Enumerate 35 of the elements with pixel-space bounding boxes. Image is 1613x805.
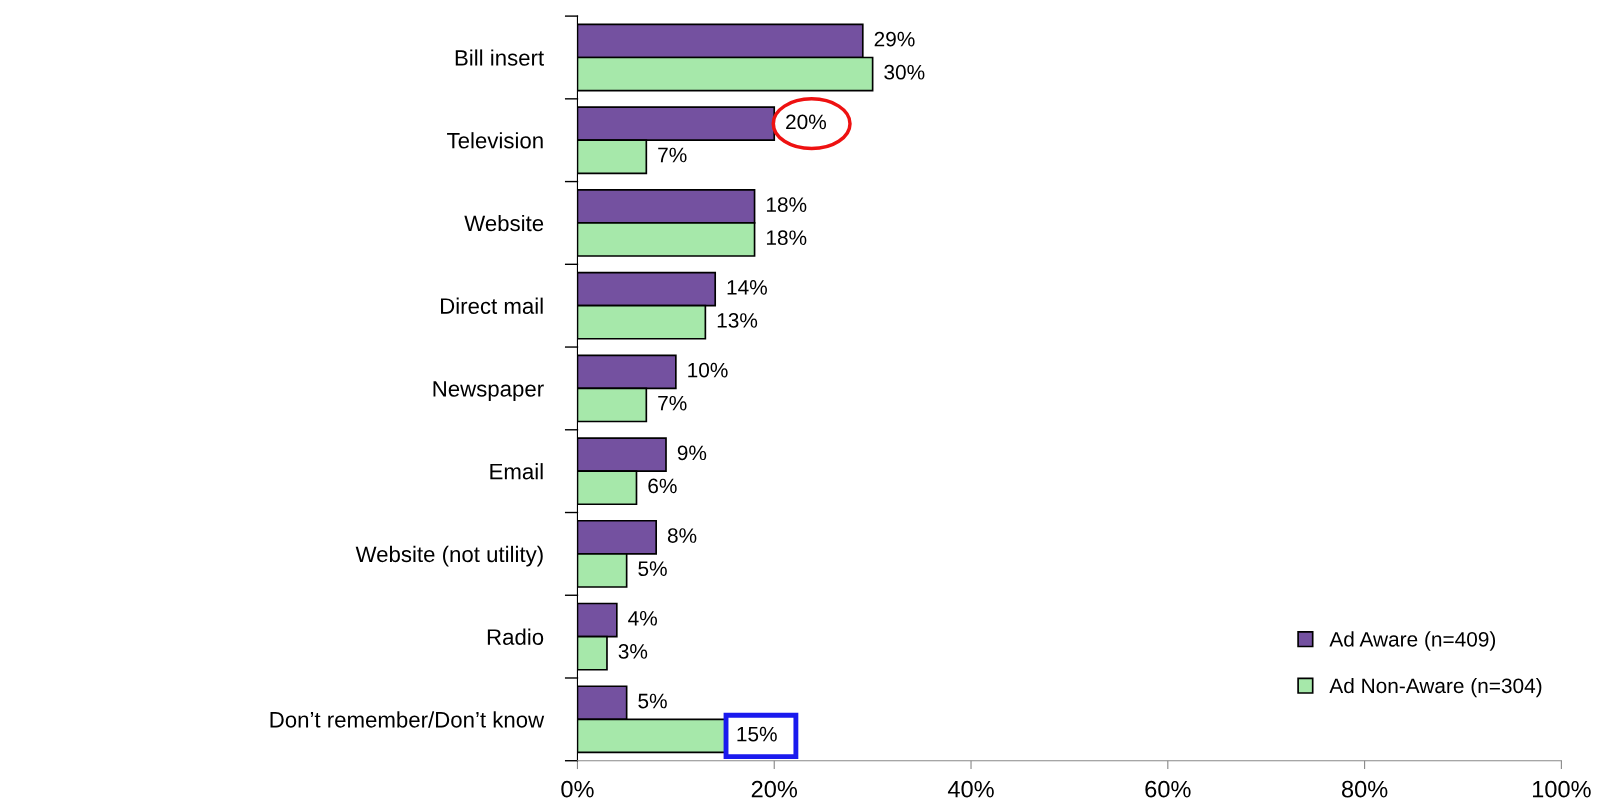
y-tick-label: Bill insert: [455, 49, 544, 66]
y-tick-label: Newspaper: [433, 381, 544, 402]
data-label: 3%: [618, 644, 648, 659]
legend-label: Ad Non-Aware (n=304): [1329, 677, 1542, 698]
x-tick-label: 40%: [947, 780, 994, 798]
y-tick-label: Website: [464, 214, 544, 232]
x-tick-label: 80%: [1342, 780, 1388, 798]
x-tick-label: 100%: [1532, 780, 1591, 798]
y-tick-label: Email: [490, 463, 543, 480]
legend-label: Ad Aware (n=409): [1329, 631, 1496, 651]
data-label: 7%: [658, 395, 687, 411]
data-label: 29%: [874, 31, 915, 47]
data-label: 5%: [638, 561, 667, 577]
data-label: 15%: [737, 726, 777, 742]
data-label: 10%: [688, 362, 728, 378]
data-label: 30%: [884, 64, 925, 80]
data-label: 14%: [727, 280, 767, 295]
y-tick-label: Don’t remember/Don’t know: [270, 711, 545, 728]
data-label: 18%: [766, 230, 807, 246]
y-tick-label: Television: [447, 132, 543, 149]
x-tick-label: 60%: [1145, 780, 1191, 798]
data-label: 7%: [658, 147, 687, 163]
x-tick-label: 20%: [751, 780, 798, 798]
data-label: 18%: [766, 197, 807, 212]
data-label: 5%: [638, 693, 667, 709]
data-label: 13%: [717, 313, 758, 328]
data-label: 8%: [667, 528, 697, 543]
y-tick-label: Website (not utility): [355, 545, 543, 567]
data-label: 6%: [648, 478, 677, 494]
data-label: 4%: [628, 611, 657, 626]
y-tick-label: Radio: [487, 628, 544, 645]
x-tick-label: 0%: [561, 780, 594, 798]
y-tick-label: Direct mail: [441, 297, 543, 314]
data-label: 20%: [786, 114, 827, 130]
data-label: 9%: [677, 445, 707, 461]
